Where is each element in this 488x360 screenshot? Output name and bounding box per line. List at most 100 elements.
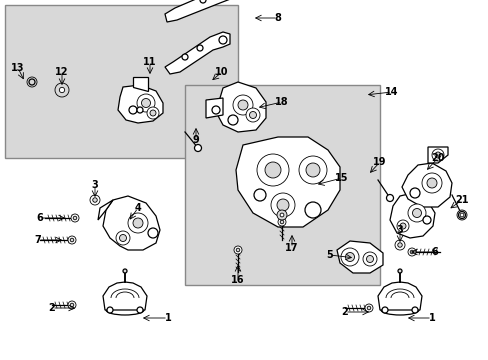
Circle shape bbox=[70, 303, 74, 307]
Polygon shape bbox=[164, 32, 229, 74]
Circle shape bbox=[236, 248, 239, 252]
Circle shape bbox=[264, 162, 281, 178]
Text: 15: 15 bbox=[335, 173, 348, 183]
Text: 1: 1 bbox=[164, 313, 171, 323]
Circle shape bbox=[409, 188, 419, 198]
Text: 7: 7 bbox=[35, 235, 41, 245]
Circle shape bbox=[280, 213, 284, 217]
Circle shape bbox=[458, 211, 465, 219]
Circle shape bbox=[238, 100, 247, 110]
Text: 8: 8 bbox=[274, 13, 281, 23]
Circle shape bbox=[93, 198, 97, 202]
Circle shape bbox=[137, 94, 155, 112]
Circle shape bbox=[422, 216, 430, 224]
Polygon shape bbox=[336, 241, 382, 273]
Circle shape bbox=[362, 252, 376, 266]
Circle shape bbox=[245, 108, 260, 122]
Circle shape bbox=[411, 307, 417, 313]
Circle shape bbox=[212, 106, 220, 114]
Circle shape bbox=[298, 156, 326, 184]
Circle shape bbox=[182, 54, 187, 60]
Circle shape bbox=[397, 269, 401, 273]
Circle shape bbox=[364, 304, 372, 312]
Circle shape bbox=[456, 210, 466, 220]
Text: 11: 11 bbox=[143, 57, 157, 67]
Polygon shape bbox=[118, 85, 163, 123]
Text: 1: 1 bbox=[428, 313, 434, 323]
Polygon shape bbox=[103, 282, 147, 310]
Text: 6: 6 bbox=[37, 213, 43, 223]
Circle shape bbox=[270, 193, 294, 217]
Circle shape bbox=[227, 115, 238, 125]
Polygon shape bbox=[401, 163, 451, 207]
Text: 10: 10 bbox=[215, 67, 228, 77]
Circle shape bbox=[431, 149, 443, 161]
Circle shape bbox=[197, 45, 203, 51]
Circle shape bbox=[280, 220, 283, 224]
Ellipse shape bbox=[380, 305, 418, 315]
Circle shape bbox=[276, 210, 286, 220]
Bar bbox=[5, 5, 238, 158]
Circle shape bbox=[366, 256, 373, 262]
Circle shape bbox=[421, 173, 441, 193]
Circle shape bbox=[434, 152, 440, 158]
Circle shape bbox=[71, 214, 79, 222]
Circle shape bbox=[459, 213, 463, 217]
Circle shape bbox=[253, 189, 265, 201]
Circle shape bbox=[409, 250, 413, 254]
Circle shape bbox=[116, 231, 130, 245]
Text: 17: 17 bbox=[285, 243, 298, 253]
Text: 12: 12 bbox=[55, 67, 69, 77]
Circle shape bbox=[137, 107, 142, 113]
Circle shape bbox=[407, 204, 425, 222]
Circle shape bbox=[123, 269, 127, 273]
Text: 14: 14 bbox=[385, 87, 398, 97]
Circle shape bbox=[128, 213, 148, 233]
Text: 13: 13 bbox=[11, 63, 25, 73]
Circle shape bbox=[147, 107, 159, 119]
Circle shape bbox=[73, 216, 77, 220]
Text: 2: 2 bbox=[48, 303, 55, 313]
Polygon shape bbox=[103, 196, 160, 250]
Circle shape bbox=[107, 307, 113, 313]
Polygon shape bbox=[377, 282, 421, 310]
Circle shape bbox=[194, 144, 201, 152]
Circle shape bbox=[276, 199, 288, 211]
Circle shape bbox=[29, 79, 35, 85]
Circle shape bbox=[30, 80, 34, 84]
Circle shape bbox=[366, 306, 370, 310]
Polygon shape bbox=[205, 98, 223, 118]
Circle shape bbox=[396, 220, 408, 232]
Circle shape bbox=[397, 243, 402, 247]
Circle shape bbox=[219, 36, 226, 44]
Circle shape bbox=[340, 248, 358, 266]
Circle shape bbox=[257, 154, 288, 186]
Circle shape bbox=[90, 195, 100, 205]
Circle shape bbox=[200, 0, 205, 3]
Text: 20: 20 bbox=[430, 153, 444, 163]
Polygon shape bbox=[133, 77, 148, 91]
Text: 9: 9 bbox=[192, 135, 199, 145]
Circle shape bbox=[386, 194, 393, 202]
Polygon shape bbox=[389, 193, 434, 238]
Circle shape bbox=[249, 112, 256, 118]
Text: 5: 5 bbox=[326, 250, 333, 260]
Text: 3: 3 bbox=[91, 180, 98, 190]
Polygon shape bbox=[427, 147, 447, 163]
Circle shape bbox=[234, 246, 242, 254]
Circle shape bbox=[68, 301, 76, 309]
Text: 21: 21 bbox=[454, 195, 468, 205]
Circle shape bbox=[407, 248, 415, 256]
Circle shape bbox=[150, 110, 156, 116]
Circle shape bbox=[412, 208, 421, 217]
Bar bbox=[184, 85, 379, 285]
Circle shape bbox=[381, 307, 387, 313]
Text: 16: 16 bbox=[231, 275, 244, 285]
Text: 19: 19 bbox=[372, 157, 386, 167]
Circle shape bbox=[148, 228, 158, 238]
Circle shape bbox=[119, 234, 126, 242]
Polygon shape bbox=[98, 200, 113, 220]
Circle shape bbox=[70, 238, 74, 242]
Circle shape bbox=[133, 218, 142, 228]
Polygon shape bbox=[216, 82, 265, 132]
